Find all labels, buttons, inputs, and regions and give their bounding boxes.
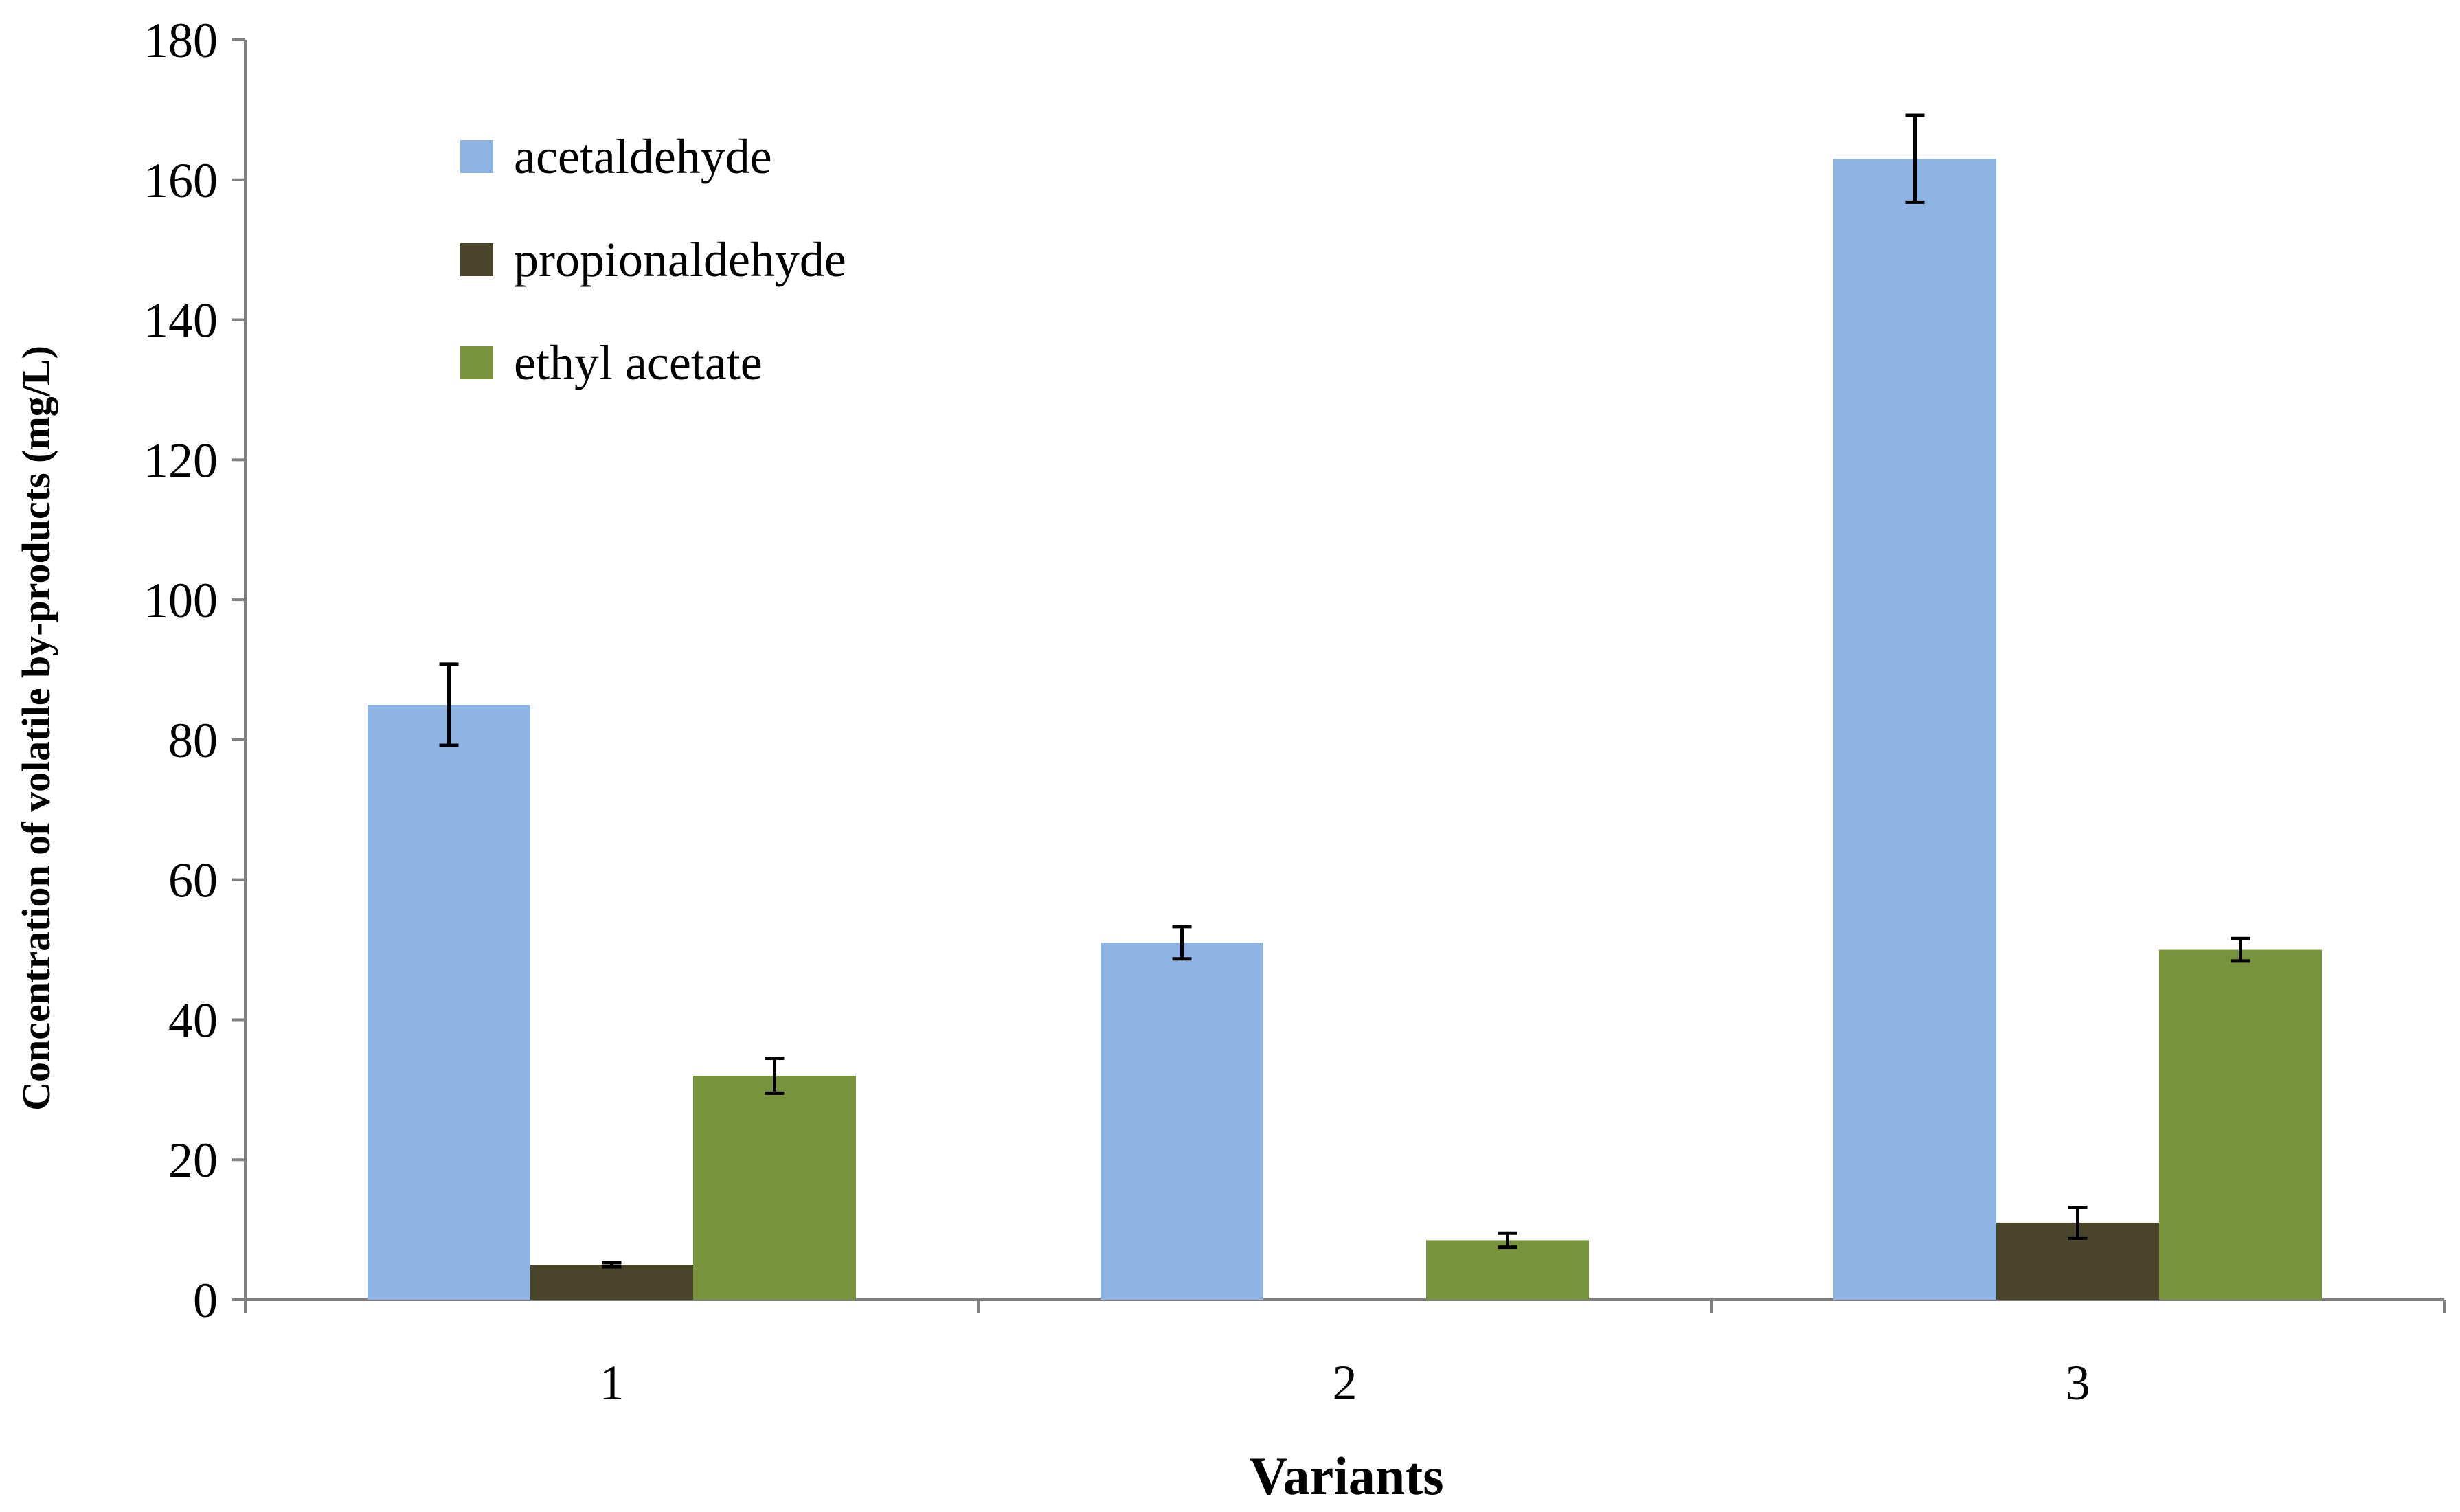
y-tick-label: 100 <box>144 573 218 628</box>
y-tick-label: 120 <box>144 433 218 488</box>
legend-item-ethyl-acetate: ethyl acetate <box>460 335 763 390</box>
x-tick-label: 2 <box>1333 1355 1357 1410</box>
legend-swatch <box>460 243 493 276</box>
error-bar-acetaldehyde-1 <box>439 662 459 747</box>
legend-item-acetaldehyde: acetaldehyde <box>460 129 772 184</box>
bar-acetaldehyde-2 <box>1101 943 1263 1300</box>
x-tick-label: 3 <box>2066 1355 2090 1410</box>
y-tick-label: 140 <box>144 293 218 348</box>
y-tick-label: 20 <box>168 1133 218 1188</box>
y-tick-label: 160 <box>144 153 218 208</box>
y-axis-title: Concentration of volatile by-products (m… <box>14 346 58 1111</box>
legend-label: acetaldehyde <box>514 129 772 184</box>
error-bar-propionaldehyde-3 <box>2068 1206 2088 1240</box>
y-tick-label: 80 <box>168 713 218 768</box>
bar-ethyl-acetate-2 <box>1426 1240 1589 1300</box>
error-bar-propionaldehyde-1 <box>602 1261 622 1269</box>
error-bar-ethyl-acetate-3 <box>2231 936 2250 963</box>
legend-label: ethyl acetate <box>514 335 763 390</box>
bars <box>368 159 2322 1300</box>
tick-labels: 0 20 40 60 80 100 120 140 160 180 1 2 3 <box>144 13 2090 1410</box>
error-bar-ethyl-acetate-2 <box>1498 1231 1517 1250</box>
bar-ethyl-acetate-1 <box>693 1075 856 1300</box>
axes <box>232 38 2446 1313</box>
legend: acetaldehyde propionaldehyde ethyl acetate <box>460 129 846 390</box>
error-bar-acetaldehyde-3 <box>1905 113 1925 204</box>
y-tick-label: 180 <box>144 13 218 68</box>
error-bar-acetaldehyde-2 <box>1172 925 1192 961</box>
error-bars <box>439 113 2250 1269</box>
bar-acetaldehyde-1 <box>368 704 530 1300</box>
y-tick-label: 0 <box>193 1273 218 1328</box>
legend-label: propionaldehyde <box>514 232 846 287</box>
error-bar-ethyl-acetate-1 <box>765 1056 785 1095</box>
legend-swatch <box>460 346 493 379</box>
x-axis-title: Variants <box>1249 1446 1443 1506</box>
y-tick-label: 60 <box>168 853 218 908</box>
x-tick-label: 1 <box>600 1355 624 1410</box>
legend-item-propionaldehyde: propionaldehyde <box>460 232 846 287</box>
bar-propionaldehyde-1 <box>530 1265 693 1300</box>
bar-acetaldehyde-3 <box>1833 159 1996 1300</box>
bar-ethyl-acetate-3 <box>2159 949 2322 1300</box>
y-tick-label: 40 <box>168 993 218 1048</box>
legend-swatch <box>460 140 493 173</box>
